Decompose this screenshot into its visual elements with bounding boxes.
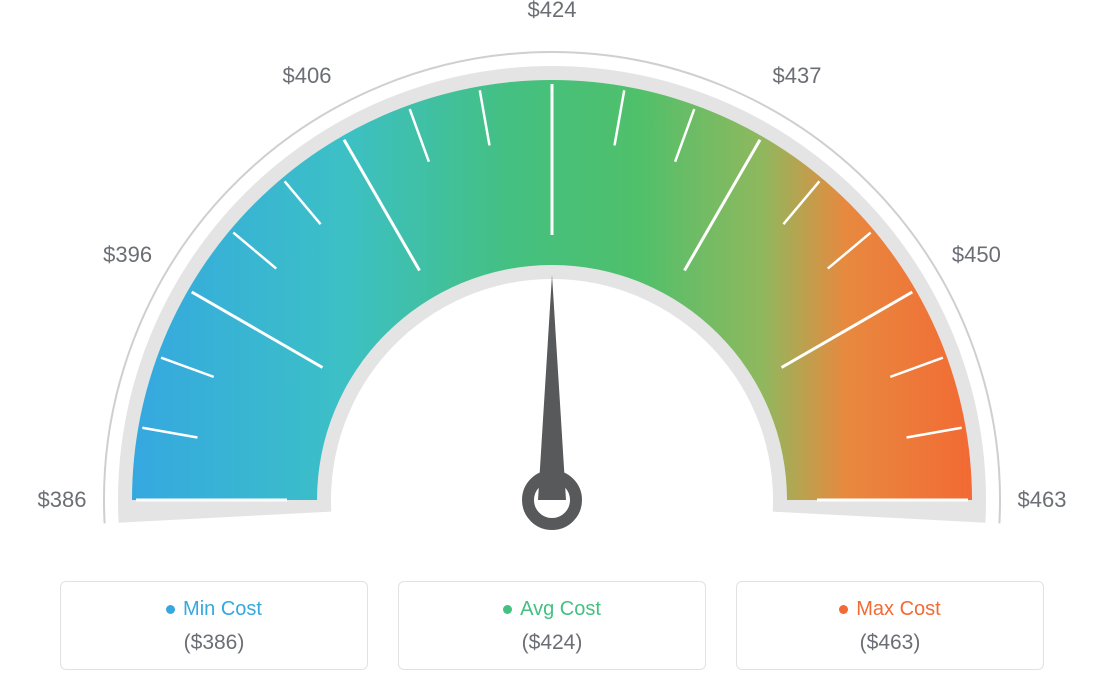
gauge-tick-label: $437: [773, 63, 822, 89]
legend-dot-max: [839, 605, 848, 614]
gauge-tick-label: $386: [38, 487, 87, 513]
legend-max-label: Max Cost: [856, 598, 940, 621]
legend-max-title: Max Cost: [839, 598, 940, 621]
legend-dot-avg: [503, 605, 512, 614]
legend-avg-title: Avg Cost: [503, 598, 601, 621]
legend-dot-min: [166, 605, 175, 614]
gauge-svg: [0, 0, 1104, 560]
legend-min-title: Min Cost: [166, 598, 262, 621]
legend-min-label: Min Cost: [183, 598, 262, 621]
gauge-tick-label: $463: [1018, 487, 1067, 513]
gauge-tick-label: $424: [528, 0, 577, 23]
cost-gauge-chart: $386 $396 $406 $424 $437 $450 $463 Min Cost ($…: [0, 0, 1104, 690]
legend-min-value: ($386): [81, 631, 347, 655]
legend-row: Min Cost ($386) Avg Cost ($424) Max Cost…: [60, 581, 1044, 670]
legend-min-box: Min Cost ($386): [60, 581, 368, 670]
gauge-area: $386 $396 $406 $424 $437 $450 $463: [0, 0, 1104, 560]
gauge-tick-label: $450: [952, 242, 1001, 268]
legend-max-box: Max Cost ($463): [736, 581, 1044, 670]
gauge-tick-label: $396: [103, 242, 152, 268]
legend-max-value: ($463): [757, 631, 1023, 655]
legend-avg-value: ($424): [419, 631, 685, 655]
legend-avg-box: Avg Cost ($424): [398, 581, 706, 670]
legend-avg-label: Avg Cost: [520, 598, 601, 621]
gauge-tick-label: $406: [283, 63, 332, 89]
